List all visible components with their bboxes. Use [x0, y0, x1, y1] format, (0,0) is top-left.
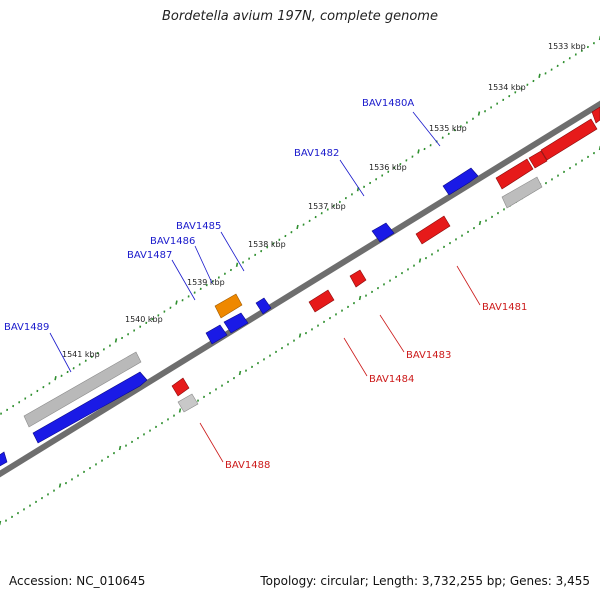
tick-mark	[539, 74, 540, 78]
tick-mark	[237, 263, 238, 267]
gene-bav1483[interactable]	[350, 270, 366, 287]
leader-bav1483	[380, 315, 404, 352]
label-bav1487[interactable]: BAV1487	[127, 250, 172, 261]
leader-bav1488	[200, 423, 223, 462]
leader-bav1485	[221, 232, 244, 271]
leader-bav1481	[457, 266, 480, 305]
gene-bav1488[interactable]	[172, 378, 189, 396]
label-leaders	[50, 112, 480, 462]
tick-mark	[116, 338, 117, 342]
label-bav1489[interactable]: BAV1489	[4, 322, 49, 333]
tick-mark	[240, 371, 241, 375]
label-bav1483[interactable]: BAV1483	[406, 350, 451, 361]
reverse-genes	[172, 107, 600, 396]
tick-mark	[120, 446, 121, 450]
tick-mark	[300, 334, 301, 338]
kbp-label-1540: 1540 kbp	[125, 315, 163, 324]
kbp-label-1537: 1537 kbp	[308, 202, 346, 211]
kbp-label-1541: 1541 kbp	[62, 350, 100, 359]
tick-mark	[420, 259, 421, 263]
label-bav1485[interactable]: BAV1485	[176, 221, 221, 232]
forward-genes	[0, 168, 478, 467]
tick-mark	[176, 301, 177, 305]
label-bav1482[interactable]: BAV1482	[294, 148, 339, 159]
map-title: Bordetella avium 197N, complete genome	[0, 9, 600, 24]
accession-text: Accession: NC_010645	[9, 574, 145, 588]
kbp-label-1536: 1536 kbp	[369, 163, 407, 172]
upper-tick-track	[0, 36, 600, 418]
label-bav1480a[interactable]: BAV1480A	[362, 98, 414, 109]
kbp-label-1539: 1539 kbp	[187, 278, 225, 287]
tick-mark	[479, 112, 480, 116]
label-bav1486[interactable]: BAV1486	[150, 236, 195, 247]
tick-mark	[480, 221, 481, 225]
kbp-label-1534: 1534 kbp	[488, 83, 526, 92]
label-bav1488[interactable]: BAV1488	[225, 460, 270, 471]
tick-mark	[180, 409, 181, 413]
gene-bav1484[interactable]	[309, 290, 334, 312]
gene-bav1481[interactable]	[416, 216, 450, 244]
tick-mark	[360, 296, 361, 300]
kbp-label-1533: 1533 kbp	[548, 42, 586, 51]
genome-summary-text: Topology: circular; Length: 3,732,255 bp…	[260, 574, 590, 588]
tick-mark	[60, 484, 61, 488]
gene-bav1486[interactable]	[224, 313, 248, 333]
gene-left-edge[interactable]	[0, 452, 7, 467]
kbp-label-1538: 1538 kbp	[248, 240, 286, 249]
leader-bav1482	[340, 160, 364, 196]
tick-mark	[297, 225, 298, 229]
label-bav1484[interactable]: BAV1484	[369, 374, 414, 385]
gene-bav1487[interactable]	[206, 325, 227, 344]
leader-bav1484	[344, 338, 367, 376]
tick-mark	[55, 376, 56, 380]
tick-mark	[418, 149, 419, 153]
label-bav1481[interactable]: BAV1481	[482, 302, 527, 313]
kbp-label-1535: 1535 kbp	[429, 124, 467, 133]
